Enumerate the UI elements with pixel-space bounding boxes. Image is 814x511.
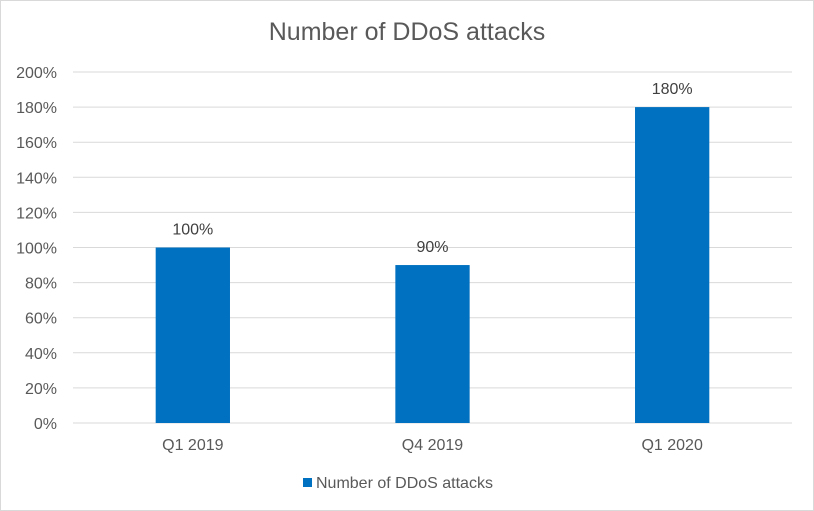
- y-tick-label: 0%: [34, 416, 57, 433]
- y-tick-label: 100%: [16, 241, 57, 258]
- x-tick-label: Q1 2019: [162, 437, 223, 454]
- bar: [395, 265, 470, 423]
- data-label: 90%: [416, 239, 448, 256]
- chart-title: Number of DDoS attacks: [269, 18, 546, 46]
- legend: Number of DDoS attacks: [303, 475, 493, 492]
- bar: [155, 247, 230, 423]
- y-tick-label: 160%: [16, 135, 57, 152]
- x-tick-label: Q1 2020: [641, 437, 702, 454]
- y-tick-label: 180%: [16, 100, 57, 117]
- y-tick-label: 60%: [25, 311, 57, 328]
- data-label: 100%: [172, 222, 213, 239]
- bars: [155, 107, 710, 423]
- y-tick-label: 40%: [25, 346, 57, 363]
- bar: [635, 107, 710, 423]
- data-label: 180%: [652, 81, 693, 98]
- legend-swatch: [303, 478, 312, 487]
- x-axis-tick-labels: Q1 2019 Q4 2019 Q1 2020: [162, 437, 703, 454]
- y-tick-label: 200%: [16, 65, 57, 82]
- y-tick-label: 140%: [16, 170, 57, 187]
- y-tick-label: 120%: [16, 205, 57, 222]
- y-axis-tick-labels: 0% 20% 40% 60% 80% 100% 120% 140% 160% 180% 200%: [16, 65, 57, 433]
- x-tick-label: Q4 2019: [402, 437, 463, 454]
- data-labels: 100% 90% 180%: [172, 81, 692, 256]
- y-tick-label: 20%: [25, 381, 57, 398]
- y-tick-label: 80%: [25, 276, 57, 293]
- legend-label: Number of DDoS attacks: [316, 475, 493, 492]
